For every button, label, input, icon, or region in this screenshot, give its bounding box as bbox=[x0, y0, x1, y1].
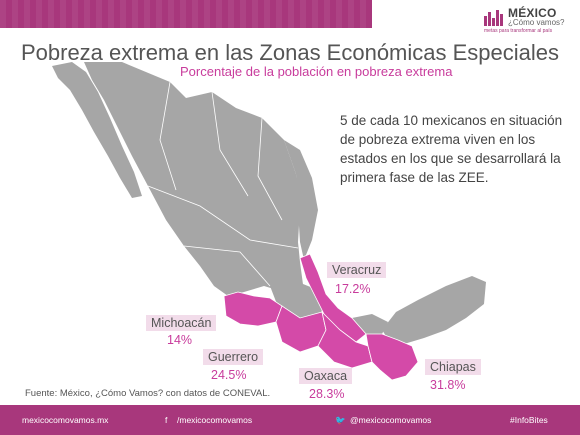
mexico-como-vamos-logo[interactable]: MÉXICO ¿Cómo vamos? metas para transform… bbox=[484, 6, 576, 34]
top-accent-bar bbox=[0, 0, 372, 28]
chiapas-shape bbox=[365, 333, 419, 381]
state-label-guerrero: Guerrero bbox=[203, 349, 264, 365]
footer-site-link[interactable]: mexicocomovamos.mx bbox=[22, 415, 109, 425]
logo-title: MÉXICO bbox=[508, 6, 557, 20]
footer-hashtag[interactable]: #InfoBites bbox=[510, 415, 548, 425]
tamaulipas-shape bbox=[284, 140, 318, 260]
info-note: 5 de cada 10 mexicanos en situación de p… bbox=[340, 113, 563, 185]
state-label-oaxaca: Oaxaca bbox=[299, 368, 353, 384]
state-label-veracruz: Veracruz bbox=[327, 262, 387, 278]
mainland-shape bbox=[84, 62, 304, 296]
tabasco-shape bbox=[352, 314, 388, 334]
oaxaca-shape bbox=[317, 310, 373, 369]
page-subtitle: Porcentaje de la población en pobreza ex… bbox=[180, 64, 453, 79]
page-title: Pobreza extrema en las Zonas Económicas … bbox=[20, 40, 560, 65]
michoacan-shape bbox=[223, 291, 283, 327]
logo-tagline: metas para transformar al país bbox=[484, 28, 553, 34]
state-value-oaxaca: 28.3% bbox=[309, 387, 345, 401]
source-note: Fuente: México, ¿Cómo Vamos? con datos d… bbox=[25, 388, 271, 399]
state-value-veracruz: 17.2% bbox=[335, 282, 371, 296]
state-value-michoacan: 14% bbox=[167, 333, 193, 347]
logo-subtitle: ¿Cómo vamos? bbox=[508, 18, 565, 27]
facebook-icon: f bbox=[165, 415, 168, 425]
state-value-guerrero: 24.5% bbox=[211, 368, 247, 382]
footer-twitter-link[interactable]: @mexicocomovamos bbox=[350, 415, 432, 425]
yucatan-shape bbox=[382, 276, 486, 344]
state-label-michoacan: Michoacán bbox=[146, 315, 217, 331]
footer-facebook-link[interactable]: /mexicocomovamos bbox=[177, 415, 253, 425]
state-label-chiapas: Chiapas bbox=[425, 359, 481, 375]
twitter-icon: 🐦 bbox=[335, 415, 346, 425]
state-value-chiapas: 31.8% bbox=[430, 378, 466, 392]
footer-bar: mexicocomovamos.mx f /mexicocomovamos 🐦 … bbox=[0, 405, 580, 435]
logo-bars-icon bbox=[484, 10, 504, 26]
baja-california-shape bbox=[52, 62, 142, 198]
